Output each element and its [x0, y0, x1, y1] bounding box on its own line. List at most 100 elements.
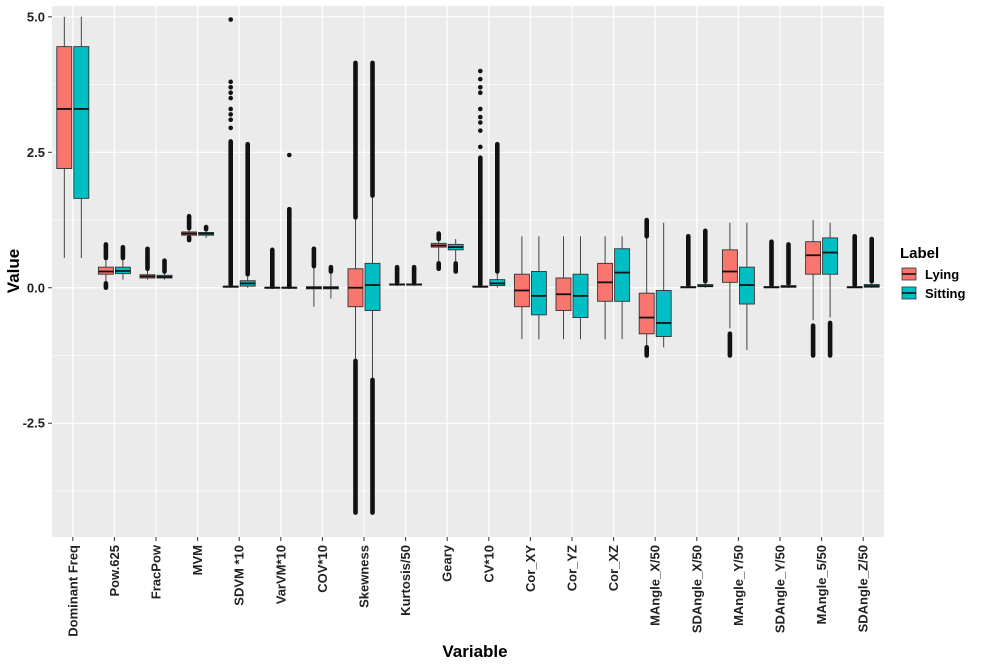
x-tick-label: SDVM *10 — [232, 545, 247, 606]
box-lying-12 — [555, 236, 572, 340]
box-iqr — [655, 290, 672, 337]
y-tick-label: 2.5 — [27, 145, 45, 160]
outlier-cluster — [287, 206, 292, 289]
outlier-cluster — [644, 217, 649, 239]
box-sitting-0 — [73, 16, 90, 258]
outlier-point — [478, 84, 483, 90]
box-sitting-7 — [364, 60, 381, 515]
outlier-cluster — [436, 231, 441, 242]
x-tick-label: Cor_XZ — [606, 545, 621, 591]
outlier-cluster — [186, 213, 192, 231]
outlier-cluster — [810, 323, 816, 358]
x-tick-label: Kurtosis/50 — [398, 545, 413, 616]
box-iqr — [73, 46, 90, 199]
outlier-cluster — [270, 247, 275, 289]
outlier-point — [478, 76, 483, 82]
box-lying-8 — [389, 264, 406, 287]
box-lying-9 — [430, 231, 447, 272]
outlier-cluster — [353, 60, 358, 220]
legend-label-lying: Lying — [925, 267, 959, 282]
box-lying-2 — [139, 246, 156, 280]
outlier-point — [228, 95, 233, 101]
outlier-cluster — [478, 155, 483, 287]
outlier-cluster — [769, 239, 774, 288]
outlier-cluster — [370, 377, 375, 515]
outlier-cluster — [103, 281, 109, 291]
outlier-cluster — [186, 235, 192, 243]
box-sitting-2 — [156, 258, 173, 280]
box-lying-5 — [264, 247, 281, 289]
box-lying-18 — [805, 220, 822, 358]
outlier-cluster — [394, 264, 400, 285]
outlier-point — [228, 112, 233, 117]
y-axis-title: Value — [4, 249, 23, 293]
x-tick-label: MAngle_Y/50 — [731, 545, 746, 626]
box-sitting-12 — [572, 236, 589, 340]
box-iqr — [614, 248, 631, 302]
outlier-cluster — [436, 261, 441, 272]
y-axis: -2.5 0.0 2.5 5.0 — [23, 9, 52, 431]
outlier-point — [228, 90, 233, 95]
box-groups — [56, 16, 880, 515]
outlier-cluster — [727, 331, 733, 358]
box-lying-14 — [638, 217, 655, 358]
outlier-cluster — [703, 228, 708, 284]
box-lying-3 — [181, 213, 198, 243]
box-lying-17 — [763, 239, 780, 289]
legend-title: Label — [900, 245, 939, 262]
outlier-cluster — [120, 244, 126, 261]
outlier-point — [228, 106, 233, 112]
x-tick-label: CV*10 — [481, 545, 496, 583]
outlier-point — [228, 117, 233, 123]
outlier-point — [287, 152, 292, 158]
box-lying-16 — [721, 222, 738, 358]
x-tick-label: COV*10 — [315, 545, 330, 593]
box-sitting-14 — [655, 222, 672, 348]
box-iqr — [721, 249, 738, 283]
box-lying-13 — [597, 236, 614, 340]
box-iqr — [530, 271, 547, 316]
box-sitting-1 — [114, 244, 131, 280]
y-tick-label: 5.0 — [27, 9, 45, 24]
outlier-cluster — [328, 264, 334, 274]
outlier-point — [228, 84, 233, 90]
box-sitting-19 — [863, 236, 880, 288]
box-iqr — [638, 292, 655, 335]
outlier-point — [228, 17, 233, 22]
box-lying-11 — [513, 236, 530, 340]
x-axis-title: Variable — [442, 642, 507, 661]
box-iqr — [364, 262, 381, 311]
outlier-cluster — [644, 345, 649, 358]
outlier-point — [228, 125, 233, 131]
box-sitting-10 — [489, 141, 506, 288]
outlier-cluster — [370, 60, 375, 198]
outlier-cluster — [495, 141, 500, 274]
outlier-cluster — [453, 261, 458, 274]
x-tick-label: SDAngle_Y/50 — [773, 545, 788, 633]
box-lying-10 — [472, 68, 489, 288]
x-tick-label: MAngle_5/50 — [814, 545, 829, 624]
outlier-point — [478, 128, 483, 133]
box-sitting-18 — [822, 222, 839, 358]
box-lying-4 — [222, 17, 239, 288]
x-tick-label: SDAngle_Z/50 — [856, 545, 871, 632]
outlier-cluster — [245, 141, 250, 277]
outlier-cluster — [852, 233, 857, 288]
box-iqr — [56, 46, 73, 170]
outlier-point — [228, 79, 233, 85]
outlier-cluster — [869, 236, 874, 284]
outlier-point — [478, 68, 483, 74]
box-iqr — [805, 241, 822, 275]
x-axis: Dominant Freq Pow.625 FracPow MVM SDVM *10 Va… — [65, 537, 871, 637]
x-tick-label: VarVM*10 — [273, 545, 288, 604]
box-lying-6 — [305, 246, 322, 307]
box-lying-15 — [680, 233, 697, 289]
outlier-cluster — [411, 264, 417, 285]
box-lying-0 — [56, 16, 73, 258]
outlier-cluster — [103, 242, 109, 261]
y-tick-label: -2.5 — [23, 416, 45, 431]
y-tick-label: 0.0 — [27, 280, 45, 295]
x-tick-label: Cor_XY — [523, 545, 538, 592]
box-sitting-6 — [322, 264, 339, 299]
outlier-point — [478, 144, 483, 150]
